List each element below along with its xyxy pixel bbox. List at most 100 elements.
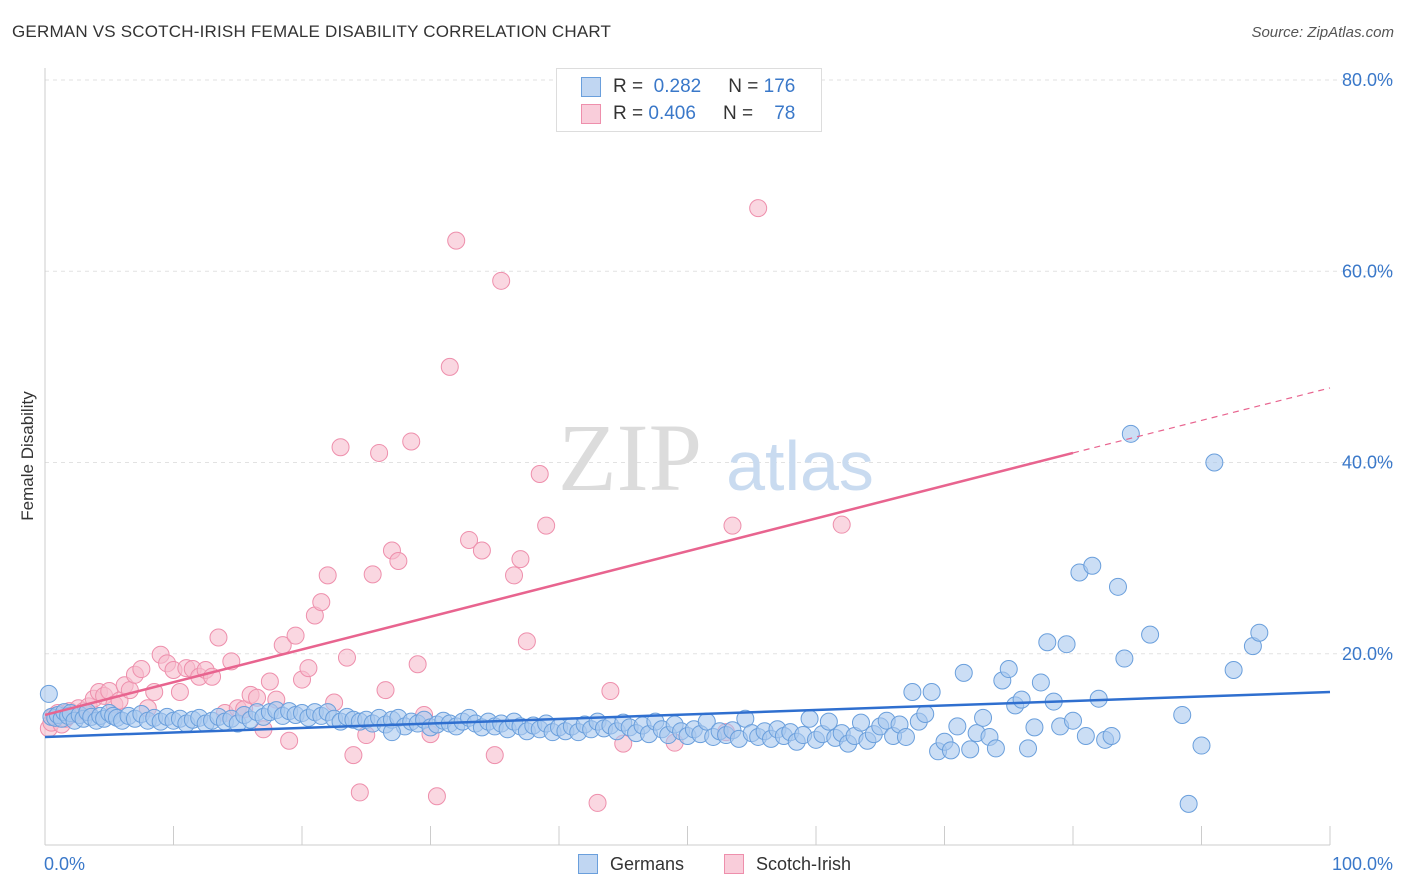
germans-point [1064, 711, 1082, 730]
germans-point [1012, 690, 1031, 709]
n-label: N = [728, 76, 759, 97]
r-label: R = [613, 76, 644, 97]
trend-lines [44, 387, 1331, 739]
grid-lines [45, 79, 1395, 655]
scotch-irish-point [832, 515, 851, 534]
germans-point [1224, 661, 1243, 680]
germans-points [39, 424, 1269, 813]
germans-point [948, 717, 967, 736]
germans-point [1250, 623, 1269, 642]
germans-point [999, 660, 1018, 679]
y-tick-label: 20.0% [1342, 644, 1393, 664]
germans-point [1102, 726, 1121, 745]
chart-source: Source: ZipAtlas.com [1251, 24, 1394, 41]
y-tick-label: 80.0% [1342, 70, 1393, 90]
germans-point [1019, 739, 1038, 758]
scotch-irish-point [331, 438, 350, 457]
scotch-irish-point [209, 628, 228, 647]
scotch-irish-point [749, 199, 768, 218]
scotch-irish-point [170, 683, 189, 701]
x-tick-label: 0.0% [44, 854, 85, 874]
germans-legend-label: Germans [610, 853, 685, 874]
scotch-irish-point [588, 793, 607, 812]
scotch-irish-point [440, 357, 459, 376]
n-label: N = [722, 103, 754, 124]
scotch-irish-point [318, 566, 337, 585]
scotch-irish-point [132, 660, 151, 679]
germans-point [903, 683, 922, 701]
scotch-irish-point [460, 530, 479, 549]
scotch-irish-point [492, 271, 511, 290]
scotch-irish-point [723, 516, 742, 535]
germans-point [851, 713, 870, 732]
n-value: 78 [774, 103, 796, 124]
germans-point [1038, 633, 1057, 652]
watermark: ZIP atlas [558, 404, 874, 511]
stats-row-scotch-irish: R = 0.406 N = 78 [581, 102, 795, 126]
germans-point [974, 708, 993, 727]
r-value: 0.406 [648, 103, 696, 124]
y-tick-label: 40.0% [1342, 453, 1393, 473]
scotch-irish-point [408, 655, 427, 674]
scotch-irish-point [389, 551, 408, 570]
tick-labels: 20.0% 40.0% 60.0% 80.0% 0.0% 100.0% [44, 70, 1393, 874]
germans-point [1192, 736, 1211, 755]
germans-point [1083, 556, 1102, 575]
scotch-irish-point [344, 746, 363, 765]
germans-point [941, 741, 960, 760]
germans-point [1025, 718, 1044, 737]
germans-point [896, 727, 915, 746]
chart-title: GERMAN VS SCOTCH-IRISH FEMALE DISABILITY… [12, 22, 612, 41]
scotch-irish-trend-line [44, 451, 1074, 717]
y-tick-label: 60.0% [1342, 261, 1393, 281]
germans-legend-swatch [578, 854, 598, 874]
scotch-irish-point [260, 672, 279, 691]
germans-point [1179, 794, 1198, 813]
scotch-irish-swatch [581, 104, 601, 124]
germans-swatch [581, 77, 601, 97]
germans-point [1205, 453, 1224, 472]
scotch-irish-point [376, 681, 395, 700]
scotch-irish-point [511, 550, 530, 569]
stats-row-germans: R = 0.282 N = 176 [581, 75, 795, 99]
x-tick-label: 100.0% [1332, 854, 1393, 874]
scotch-irish-point [472, 541, 491, 560]
scotch-irish-point [530, 464, 549, 483]
scotch-irish-point [537, 516, 556, 535]
germans-point [800, 709, 819, 728]
scotch-irish-point [363, 565, 382, 584]
scotch-irish-legend-label: Scotch-Irish [756, 853, 852, 874]
scotch-irish-point [402, 432, 421, 451]
watermark-atlas: atlas [726, 427, 874, 505]
germans-point [916, 704, 935, 723]
scotch-irish-point [370, 443, 389, 462]
germans-trend-line [44, 690, 1331, 739]
scotch-irish-trend-extension [1072, 387, 1331, 454]
germans-point [1108, 577, 1127, 596]
germans-point [1057, 635, 1076, 654]
scotch-irish-point [505, 566, 524, 585]
germans-point [961, 740, 980, 759]
scotch-irish-legend-swatch [724, 854, 744, 874]
r-value: 0.282 [653, 76, 702, 97]
germans-point [954, 663, 973, 682]
scotch-irish-point [601, 682, 620, 701]
scotch-irish-point [337, 648, 356, 667]
watermark-zip: ZIP [558, 404, 702, 511]
legend-scotch-irish: Scotch-Irish [724, 852, 851, 876]
stats-legend: R = 0.282 N = 176 R = 0.406 N = 78 [556, 68, 822, 132]
germans-point [1031, 673, 1050, 692]
n-value: 176 [763, 76, 796, 97]
r-label: R = [613, 103, 644, 124]
scotch-irish-point [485, 746, 504, 765]
germans-point [986, 739, 1005, 758]
germans-point [1121, 424, 1140, 443]
germans-point [819, 712, 838, 731]
scotch-irish-point [447, 231, 466, 250]
germans-point [39, 684, 58, 703]
scotch-irish-point [350, 783, 369, 802]
scotch-irish-point [286, 626, 305, 645]
scotch-irish-point [280, 731, 299, 750]
scotch-irish-point [517, 632, 536, 651]
